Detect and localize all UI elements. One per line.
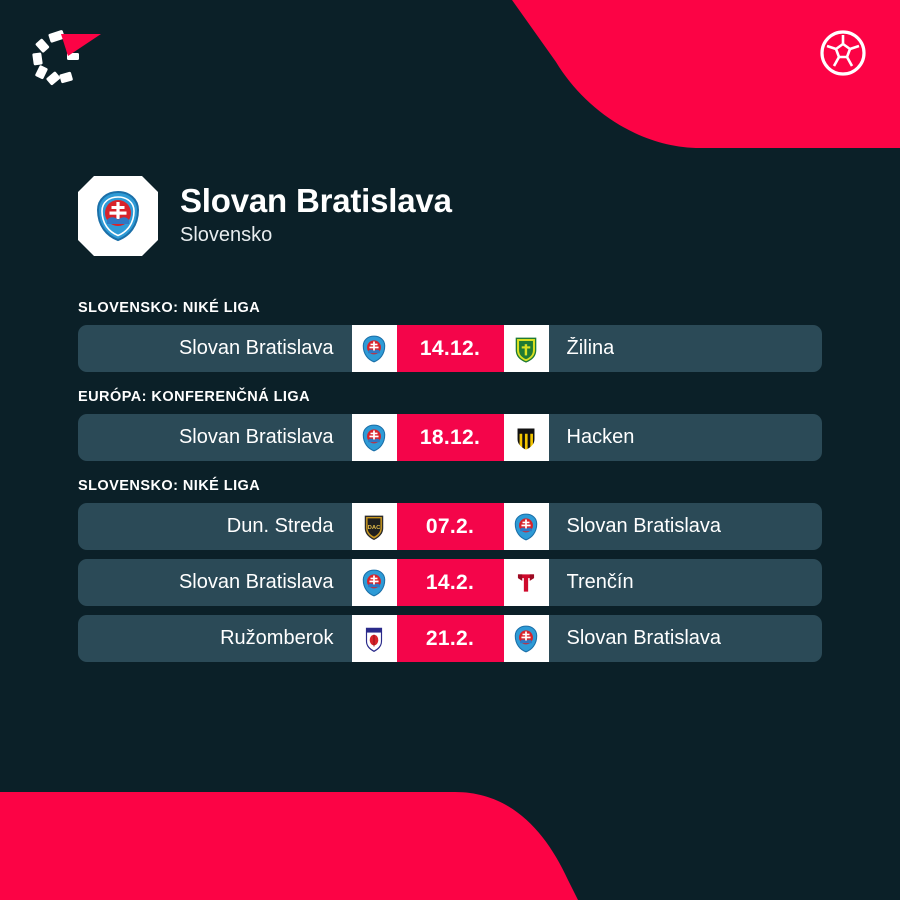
- away-team: Trenčín: [549, 559, 823, 606]
- home-team-name: Ružomberok: [220, 627, 334, 649]
- home-team-name: Slovan Bratislava: [178, 337, 334, 359]
- home-team-crest: [351, 559, 397, 606]
- hacken-crest-icon: [516, 426, 536, 451]
- away-team-crest: [503, 503, 549, 550]
- home-team: Ružomberok: [78, 615, 352, 662]
- match-row[interactable]: Slovan Bratislava 18.12.: [78, 414, 822, 461]
- home-team: Slovan Bratislava: [78, 414, 352, 461]
- trencin-crest-icon: [517, 573, 535, 592]
- team-country: Slovensko: [180, 223, 273, 246]
- league-label: SLOVENSKO: NIKÉ LIGA: [78, 478, 261, 494]
- fixtures-list: SLOVENSKO: NIKÉ LIGA Slovan Bratislava 1…: [78, 300, 822, 671]
- match-row[interactable]: Dun. Streda DAC 07.2.: [78, 503, 822, 550]
- away-team-name: Hacken: [566, 426, 635, 448]
- slovan-bratislava-crest-icon: [362, 569, 386, 596]
- away-team-name: Slovan Bratislava: [566, 515, 722, 537]
- match-row[interactable]: Slovan Bratislava 14.12.: [78, 325, 822, 372]
- home-team: Dun. Streda: [78, 503, 352, 550]
- home-team-crest: [351, 615, 397, 662]
- team-crest-badge: [78, 176, 158, 256]
- away-team-crest: [503, 325, 549, 372]
- ruzomberok-crest-icon: [365, 627, 383, 652]
- match-date: 21.2.: [396, 615, 504, 662]
- slovan-bratislava-crest-icon: [514, 513, 538, 540]
- match-date: 18.12.: [396, 414, 504, 461]
- home-team-crest: [351, 414, 397, 461]
- home-team-name: Slovan Bratislava: [178, 426, 334, 448]
- top-right-red-shape: [512, 0, 900, 148]
- slovan-bratislava-crest-icon: [362, 424, 386, 451]
- slovan-bratislava-crest-icon: [514, 625, 538, 652]
- away-team: Slovan Bratislava: [549, 503, 823, 550]
- match-row[interactable]: Slovan Bratislava 14.2.: [78, 559, 822, 606]
- match-date: 14.2.: [396, 559, 504, 606]
- home-team-name: Slovan Bratislava: [178, 571, 334, 593]
- league-label: SLOVENSKO: NIKÉ LIGA: [78, 300, 261, 316]
- team-header: Slovan Bratislava Slovensko: [78, 176, 452, 256]
- home-team: Slovan Bratislava: [78, 325, 352, 372]
- svg-text:DAC: DAC: [368, 525, 381, 531]
- away-team-crest: [503, 559, 549, 606]
- match-date: 14.12.: [396, 325, 504, 372]
- league-label: EURÓPA: KONFERENČNÁ LIGA: [78, 389, 311, 405]
- soccer-ball-icon: [818, 28, 868, 78]
- match-date: 07.2.: [396, 503, 504, 550]
- away-team-crest: [503, 615, 549, 662]
- dac-dunajska-streda-crest-icon: DAC: [364, 515, 384, 540]
- home-team-crest: DAC: [351, 503, 397, 550]
- home-team-crest: [351, 325, 397, 372]
- zilina-crest-icon: [515, 337, 537, 363]
- away-team: Slovan Bratislava: [549, 615, 823, 662]
- home-team-name: Dun. Streda: [226, 515, 334, 537]
- away-team: Hacken: [549, 414, 823, 461]
- flashscore-logo-icon: [28, 26, 104, 90]
- home-team: Slovan Bratislava: [78, 559, 352, 606]
- page-title: Slovan Bratislava: [180, 182, 452, 220]
- match-row[interactable]: Ružomberok 21.2.: [78, 615, 822, 662]
- slovan-bratislava-crest-icon: [96, 190, 140, 242]
- away-team-name: Trenčín: [566, 571, 634, 593]
- away-team-crest: [503, 414, 549, 461]
- bottom-left-red-shape: [0, 792, 578, 900]
- slovan-bratislava-crest-icon: [362, 335, 386, 362]
- away-team: Žilina: [549, 325, 823, 372]
- away-team-name: Slovan Bratislava: [566, 627, 722, 649]
- away-team-name: Žilina: [566, 337, 615, 359]
